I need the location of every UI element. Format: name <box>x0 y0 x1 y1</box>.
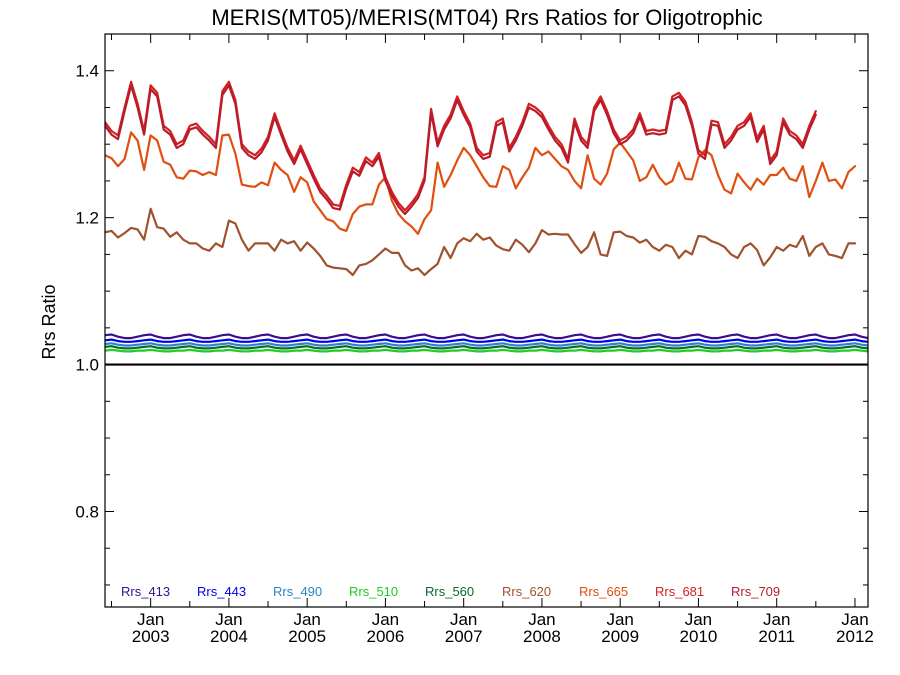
legend-entry-rrs-560: Rrs_560 <box>425 584 474 599</box>
x-tick-label-month: Jan <box>763 610 790 629</box>
y-tick-label: 0.8 <box>75 503 99 522</box>
series-line-rrs-413 <box>105 333 868 340</box>
x-tick-label-year: 2012 <box>836 627 874 646</box>
y-tick-label: 1.2 <box>75 209 99 228</box>
legend-entry-rrs-665: Rrs_665 <box>579 584 628 599</box>
series-line-rrs-510 <box>105 348 868 353</box>
x-tick-label-month: Jan <box>450 610 477 629</box>
x-tick-label-month: Jan <box>841 610 868 629</box>
y-tick-label: 1.0 <box>75 356 99 375</box>
legend-entry-rrs-709: Rrs_709 <box>731 584 780 599</box>
x-tick-label-year: 2003 <box>132 627 170 646</box>
legend-entry-rrs-510: Rrs_510 <box>349 584 398 599</box>
x-tick-label-month: Jan <box>372 610 399 629</box>
x-tick-label-month: Jan <box>137 610 164 629</box>
x-tick-label-month: Jan <box>293 610 320 629</box>
x-tick-label-year: 2008 <box>523 627 561 646</box>
x-tick-label-year: 2006 <box>367 627 405 646</box>
series-line-rrs-443 <box>105 338 868 343</box>
y-tick-label: 1.4 <box>75 62 99 81</box>
series-line-rrs-560 <box>105 345 868 350</box>
series-line-rrs-665 <box>105 131 857 235</box>
legend-entry-rrs-620: Rrs_620 <box>502 584 551 599</box>
series-line-rrs-490 <box>105 342 868 347</box>
legend-entry-rrs-413: Rrs_413 <box>121 584 170 599</box>
x-tick-label-year: 2010 <box>680 627 718 646</box>
series-line-rrs-620 <box>105 207 857 277</box>
plot-frame <box>104 33 869 608</box>
legend-entry-rrs-443: Rrs_443 <box>197 584 246 599</box>
chart-title: MERIS(MT05)/MERIS(MT04) Rrs Ratios for O… <box>211 5 762 30</box>
x-tick-label-month: Jan <box>685 610 712 629</box>
series-line-rrs-709 <box>105 84 817 216</box>
legend-entry-rrs-490: Rrs_490 <box>273 584 322 599</box>
x-tick-label-year: 2009 <box>601 627 639 646</box>
x-tick-label-year: 2004 <box>210 627 248 646</box>
x-tick-label-month: Jan <box>215 610 242 629</box>
x-tick-label-month: Jan <box>606 610 633 629</box>
series-lines <box>105 80 868 366</box>
plot-area: 0.81.01.21.4Jan2003Jan2004Jan2005Jan2006… <box>75 33 874 646</box>
x-tick-label-month: Jan <box>528 610 555 629</box>
x-tick-label-year: 2005 <box>288 627 326 646</box>
x-tick-label-year: 2011 <box>758 627 795 646</box>
series-line-rrs-681 <box>105 80 817 212</box>
legend-entry-rrs-681: Rrs_681 <box>655 584 704 599</box>
y-axis-label: Rrs Ratio <box>39 284 59 359</box>
x-tick-label-year: 2007 <box>445 627 483 646</box>
